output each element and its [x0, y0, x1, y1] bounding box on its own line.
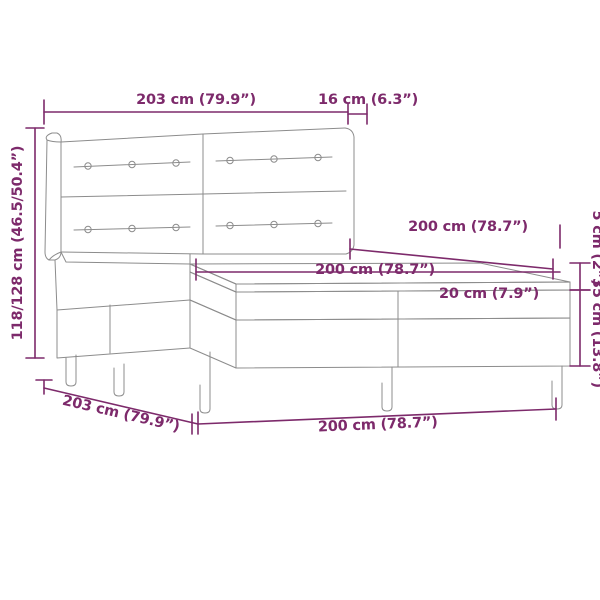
leg-front-right — [551, 365, 563, 410]
dim-base-depth — [35, 379, 199, 435]
dim-base-height — [569, 289, 591, 367]
label-mattress-length: 200 cm (78.7”) — [408, 219, 528, 235]
leg-front-mid — [381, 366, 393, 412]
label-mattress-thickness: 20 cm (7.9”) — [439, 286, 539, 302]
dimension-lines-group — [25, 99, 591, 435]
label-topper-thickness: 5 cm (2”) — [589, 211, 600, 286]
box-spring-base — [189, 299, 571, 369]
headboard-buttons-row-bottom — [73, 219, 333, 234]
dim-mattress-width-top — [195, 258, 561, 281]
base-left-side — [54, 259, 191, 359]
leg-front-left — [199, 351, 211, 414]
dim-mattress-length — [349, 238, 554, 280]
label-mattress-width-top: 200 cm (78.7”) — [315, 262, 435, 278]
bed-legs — [65, 351, 563, 414]
label-headboard-height: 118/128 cm (46.5/50.4”) — [10, 146, 26, 341]
leg-rear-left — [65, 354, 77, 387]
label-base-width: 200 cm (78.7”) — [318, 415, 438, 436]
label-headboard-width: 203 cm (79.9”) — [136, 92, 256, 108]
headboard-left-wing — [44, 132, 62, 261]
dim-topper-thickness — [569, 262, 591, 291]
dim-headboard-height — [25, 127, 45, 359]
bed-outline-group — [44, 127, 571, 414]
dim-headboard-depth — [347, 103, 368, 125]
headboard-buttons-row-top — [73, 153, 333, 170]
dim-base-width — [197, 397, 557, 435]
label-headboard-depth: 16 cm (6.3”) — [318, 92, 418, 108]
leg-mid-left — [113, 363, 125, 397]
headboard-body — [60, 127, 355, 265]
dim-headboard-width — [43, 99, 349, 125]
label-base-depth: 203 cm (79.9”) — [61, 393, 181, 436]
label-base-height: 35 cm (13.8”) — [589, 278, 600, 388]
